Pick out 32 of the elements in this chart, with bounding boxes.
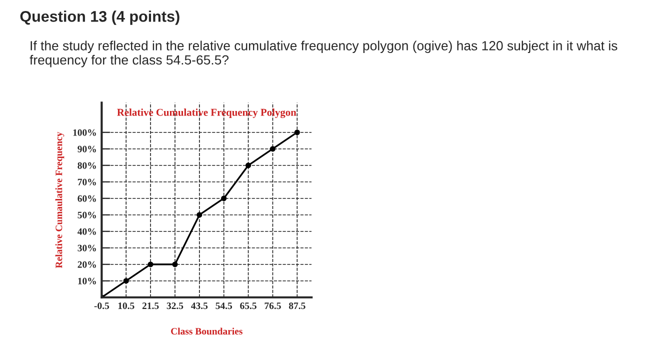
x-tick-label: 32.5 <box>166 302 184 310</box>
y-axis-title: Relative Cumaulative Frequency <box>55 132 64 268</box>
x-tick-label: 87.5 <box>288 302 306 310</box>
x-axis-title: Class Boundaries <box>171 328 242 335</box>
y-tick-label: 60% <box>78 195 96 202</box>
y-tick-label: 80% <box>78 162 96 169</box>
y-tick-label: 90% <box>78 146 96 152</box>
y-tick-label: 30% <box>78 244 96 252</box>
y-tick-label: 40% <box>78 228 96 235</box>
point <box>123 278 129 284</box>
text: If the study reflected in the relative cumulative frequency polygon (ogive) has 120 subject in it what is frequency for the class 54.5-65.5? <box>30 40 618 68</box>
text: Relative Cumulative Frequency Polygon <box>117 108 296 118</box>
x-tick-label: 76.5 <box>264 302 281 310</box>
x-tick-label: 21.5 <box>142 302 159 310</box>
x-tick-label: 65.5 <box>240 302 256 310</box>
text: Question 13 (4 points) <box>20 10 180 25</box>
point <box>148 262 154 268</box>
y-tick-label: 50% <box>78 212 96 218</box>
point <box>270 146 276 152</box>
point <box>196 212 202 218</box>
x-tick-label: 43.5 <box>191 302 208 310</box>
point <box>172 262 178 268</box>
y-tick-label: 100% <box>73 129 96 136</box>
x-tick-label: 54.5 <box>216 302 232 310</box>
point <box>221 196 227 202</box>
y-tick-label: 10% <box>78 278 96 284</box>
point <box>294 130 300 136</box>
x-tick-label: -0.5 <box>94 302 110 310</box>
y-tick-label: 70% <box>78 178 96 186</box>
point <box>246 162 252 168</box>
y-tick-label: 20% <box>78 261 96 268</box>
x-tick-label: 10.5 <box>118 302 134 310</box>
